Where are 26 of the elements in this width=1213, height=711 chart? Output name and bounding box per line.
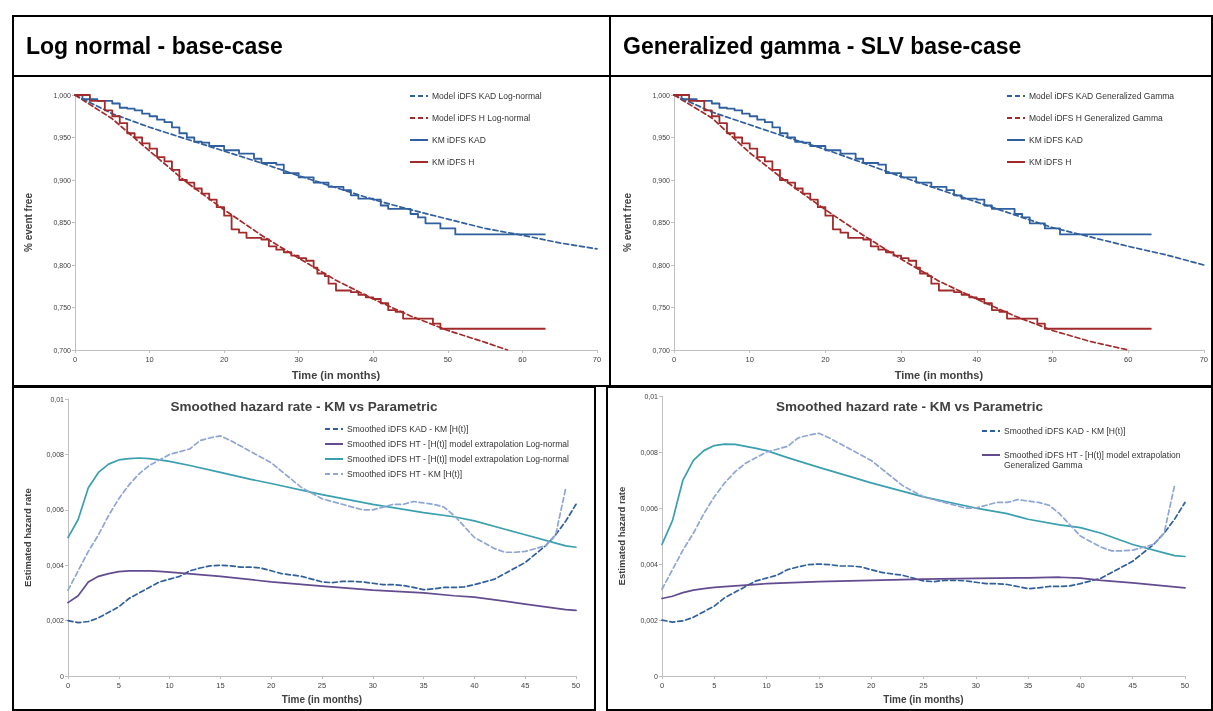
y-axis-title: Estimated hazard rate xyxy=(615,486,627,586)
legend-label: Smoothed iDFS HT - [H(t)] model extrapolation Generalized Gamma xyxy=(1004,450,1182,470)
legend-label: Model iDFS KAD Generalized Gamma xyxy=(1029,91,1175,101)
legend-label: Model iDFS H Log-normal xyxy=(432,113,531,123)
legend-label: Smoothed iDFS KAD - KM [H(t)] xyxy=(1004,426,1126,436)
legend-label: Model iDFS KAD Log-normal xyxy=(432,91,542,101)
chart-title: Smoothed hazard rate - KM vs Parametric xyxy=(775,398,1044,414)
legend-label: KM iDFS H xyxy=(1029,157,1072,167)
legend-label: Smoothed iDFS KAD - KM [H(t)] xyxy=(347,424,469,434)
x-axis-title: Time (in months) xyxy=(291,368,381,381)
y-axis-title: % event free xyxy=(22,192,34,252)
legend-label: KM iDFS KAD xyxy=(432,135,486,145)
legend-label: KM iDFS H xyxy=(432,157,475,167)
x-axis-title: Time (in months) xyxy=(894,368,984,381)
chart-title: Generalized gamma - SLV base-case xyxy=(611,17,1211,77)
legend-label: Model iDFS H Generalized Gamma xyxy=(1029,113,1163,123)
legend-label: Smoothed iDFS HT - KM [H(t)] xyxy=(347,469,463,479)
chart-title: Log normal - base-case xyxy=(14,17,609,77)
legend-label: Smoothed iDFS HT - [H(t)] model extrapolation Log-normal xyxy=(347,454,569,464)
x-axis-title: Time (in months) xyxy=(883,693,964,705)
chart-title: Smoothed hazard rate - KM vs Parametric xyxy=(170,398,439,414)
y-axis-title: % event free xyxy=(621,192,633,252)
legend-label: KM iDFS KAD xyxy=(1029,135,1083,145)
y-axis-title: Estimated hazard rate xyxy=(21,488,33,587)
x-axis-title: Time (in months) xyxy=(281,693,363,705)
legend-label: Smoothed iDFS HT - [H(t)] model extrapolation Log-normal xyxy=(347,439,569,449)
